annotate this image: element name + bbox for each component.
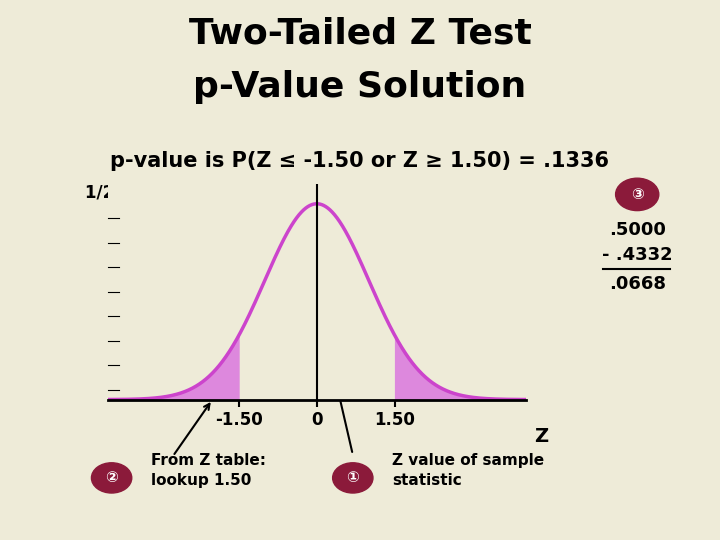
Text: Z: Z [534,427,549,446]
Text: .0668: .0668 [608,275,666,293]
Text: .5000: .5000 [609,221,665,239]
Text: ③: ③ [631,187,644,202]
Text: Two-Tailed Z Test: Two-Tailed Z Test [189,16,531,50]
Text: 1/2 p-Value
.0668: 1/2 p-Value .0668 [380,184,484,224]
Circle shape [616,178,659,211]
Circle shape [91,463,132,493]
Text: 1/2 p-Value
.0668: 1/2 p-Value .0668 [85,184,189,224]
Text: ②: ② [105,470,118,485]
Text: ①: ① [346,470,359,485]
Text: Z value of sample
statistic: Z value of sample statistic [392,454,544,488]
Text: p-value is P(Z ≤ -1.50 or Z ≥ 1.50) = .1336: p-value is P(Z ≤ -1.50 or Z ≥ 1.50) = .1… [110,151,610,171]
Text: - .4332: - .4332 [602,246,672,264]
Circle shape [333,463,373,493]
Text: p-Value Solution: p-Value Solution [194,70,526,104]
Text: From Z table:
lookup 1.50: From Z table: lookup 1.50 [151,454,266,488]
